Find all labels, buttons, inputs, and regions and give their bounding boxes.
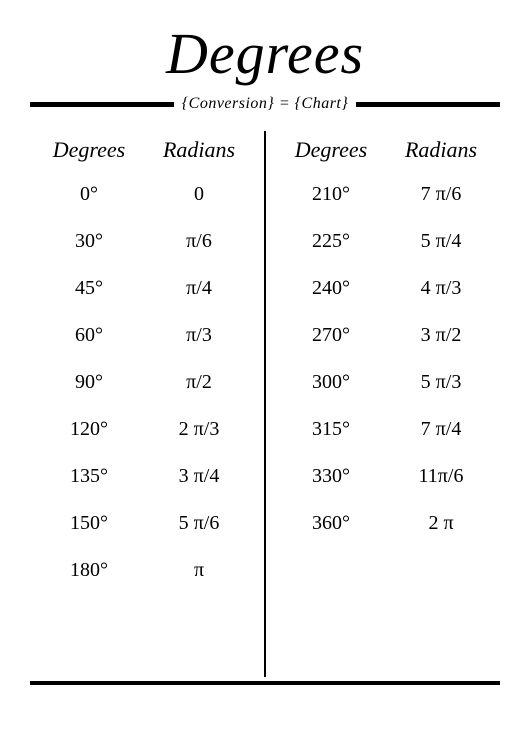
bottom-rule <box>30 681 500 685</box>
cell-radians: 2 π/3 <box>144 418 254 441</box>
subtitle: {Conversion} = {Chart} <box>174 95 357 113</box>
header-radians: Radians <box>386 137 496 163</box>
cell-degrees: 120° <box>34 418 144 441</box>
subtitle-row: {Conversion} = {Chart} <box>30 95 500 113</box>
cell-radians: π <box>144 559 254 582</box>
cell-degrees: 45° <box>34 277 144 300</box>
table-row: 90°π/2 <box>34 371 254 394</box>
cell-degrees: 90° <box>34 371 144 394</box>
cell-radians: 3 π/4 <box>144 465 254 488</box>
cell-degrees: 210° <box>276 183 386 206</box>
cell-degrees: 225° <box>276 230 386 253</box>
cell-degrees: 300° <box>276 371 386 394</box>
cell-radians: π/2 <box>144 371 254 394</box>
table-row: 135°3 π/4 <box>34 465 254 488</box>
cell-degrees: 330° <box>276 465 386 488</box>
table-row: 300°5 π/3 <box>276 371 496 394</box>
cell-degrees: 135° <box>34 465 144 488</box>
left-rows: 0°0 30°π/6 45°π/4 60°π/3 90°π/2 120°2 π/3 135°… <box>34 183 254 582</box>
cell-degrees: 60° <box>34 324 144 347</box>
table-row: 45°π/4 <box>34 277 254 300</box>
cell-degrees: 240° <box>276 277 386 300</box>
table-row: 225°5 π/4 <box>276 230 496 253</box>
cell-degrees: 0° <box>34 183 144 206</box>
header-radians: Radians <box>144 137 254 163</box>
cell-radians: π/4 <box>144 277 254 300</box>
header-degrees: Degrees <box>34 137 144 163</box>
cell-radians: 5 π/6 <box>144 512 254 535</box>
cell-degrees: 270° <box>276 324 386 347</box>
top-rule-left <box>30 102 174 107</box>
table-row: 315°7 π/4 <box>276 418 496 441</box>
table-header: Degrees Radians <box>34 137 254 163</box>
table-row: 330°11π/6 <box>276 465 496 488</box>
table-row: 180°π <box>34 559 254 582</box>
cell-radians: 11π/6 <box>386 465 496 488</box>
table-row: 360°2 π <box>276 512 496 535</box>
table-row: 210°7 π/6 <box>276 183 496 206</box>
left-column: Degrees Radians 0°0 30°π/6 45°π/4 60°π/3 90°… <box>30 137 258 677</box>
cell-radians: 7 π/6 <box>386 183 496 206</box>
cell-radians: 7 π/4 <box>386 418 496 441</box>
table-row: 30°π/6 <box>34 230 254 253</box>
cell-degrees: 360° <box>276 512 386 535</box>
cell-radians: 5 π/3 <box>386 371 496 394</box>
table-row: 150°5 π/6 <box>34 512 254 535</box>
table-row: 120°2 π/3 <box>34 418 254 441</box>
cell-radians: 4 π/3 <box>386 277 496 300</box>
header-degrees: Degrees <box>276 137 386 163</box>
right-rows: 210°7 π/6 225°5 π/4 240°4 π/3 270°3 π/2 300°… <box>276 183 496 535</box>
center-divider <box>264 131 266 677</box>
cell-radians: 0 <box>144 183 254 206</box>
table-row: 0°0 <box>34 183 254 206</box>
cell-degrees: 315° <box>276 418 386 441</box>
cell-radians: π/3 <box>144 324 254 347</box>
cell-degrees: 180° <box>34 559 144 582</box>
right-column: Degrees Radians 210°7 π/6 225°5 π/4 240°4 … <box>272 137 500 677</box>
cell-degrees: 30° <box>34 230 144 253</box>
table-row: 270°3 π/2 <box>276 324 496 347</box>
cell-degrees: 150° <box>34 512 144 535</box>
table-header: Degrees Radians <box>276 137 496 163</box>
cell-radians: 5 π/4 <box>386 230 496 253</box>
page-title: Degrees <box>30 20 500 87</box>
top-rule-right <box>356 102 500 107</box>
cell-radians: 2 π <box>386 512 496 535</box>
conversion-tables: Degrees Radians 0°0 30°π/6 45°π/4 60°π/3 90°… <box>30 137 500 677</box>
cell-radians: π/6 <box>144 230 254 253</box>
table-row: 60°π/3 <box>34 324 254 347</box>
table-row: 240°4 π/3 <box>276 277 496 300</box>
cell-radians: 3 π/2 <box>386 324 496 347</box>
